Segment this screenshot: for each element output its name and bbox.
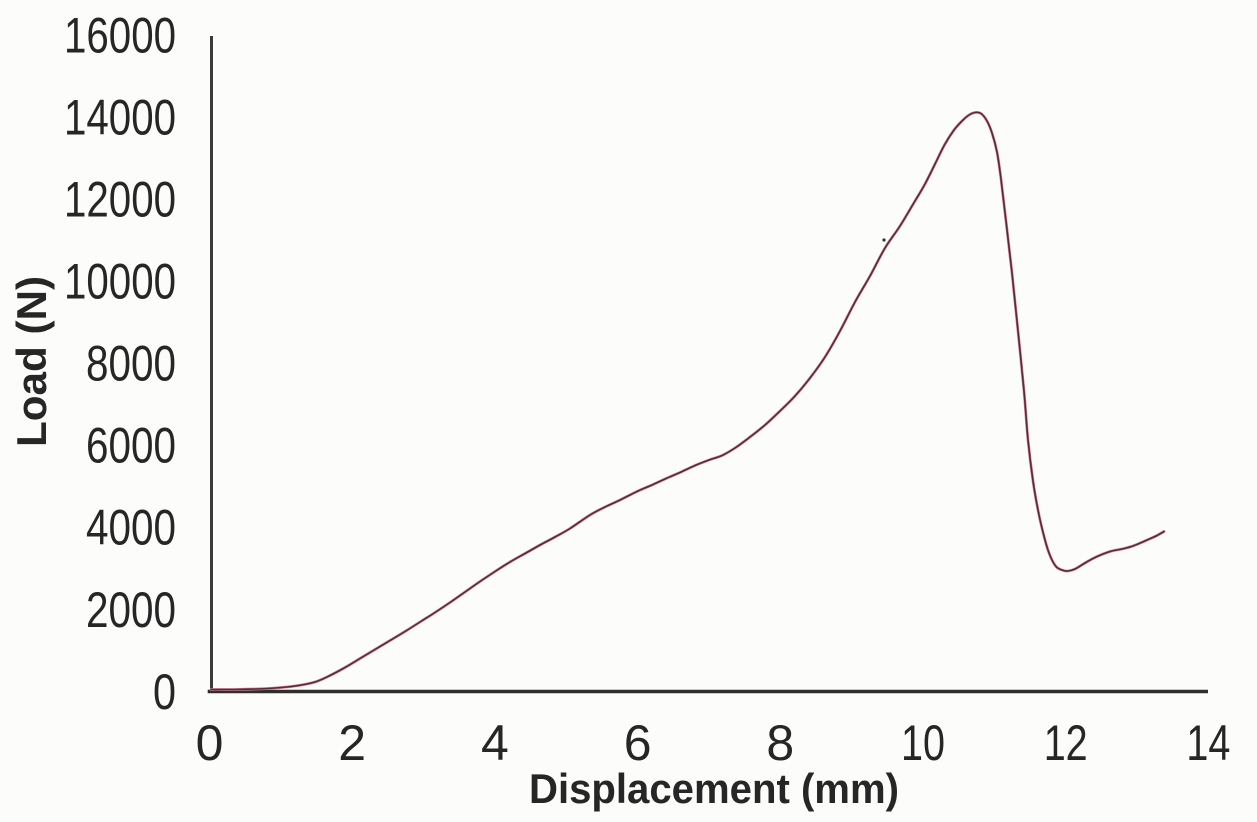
svg-text:10: 10 [901, 715, 945, 771]
svg-text:0: 0 [196, 715, 224, 771]
svg-text:4000: 4000 [86, 500, 176, 556]
svg-text:14: 14 [1186, 715, 1230, 771]
svg-text:12: 12 [1044, 715, 1088, 771]
svg-text:10000: 10000 [64, 254, 176, 310]
svg-text:14000: 14000 [64, 90, 176, 146]
svg-text:12000: 12000 [64, 172, 176, 228]
svg-text:6000: 6000 [86, 418, 176, 474]
svg-text:6: 6 [624, 715, 652, 771]
svg-text:8000: 8000 [86, 336, 176, 392]
svg-text:0: 0 [153, 664, 176, 720]
svg-text:Load (N): Load (N) [8, 276, 55, 447]
svg-text:8: 8 [766, 715, 794, 771]
svg-text:16000: 16000 [64, 7, 176, 63]
svg-text:2: 2 [338, 715, 366, 771]
svg-text:4: 4 [481, 715, 509, 771]
svg-text:Displacement (mm): Displacement (mm) [529, 765, 899, 812]
svg-text:2000: 2000 [86, 582, 176, 638]
